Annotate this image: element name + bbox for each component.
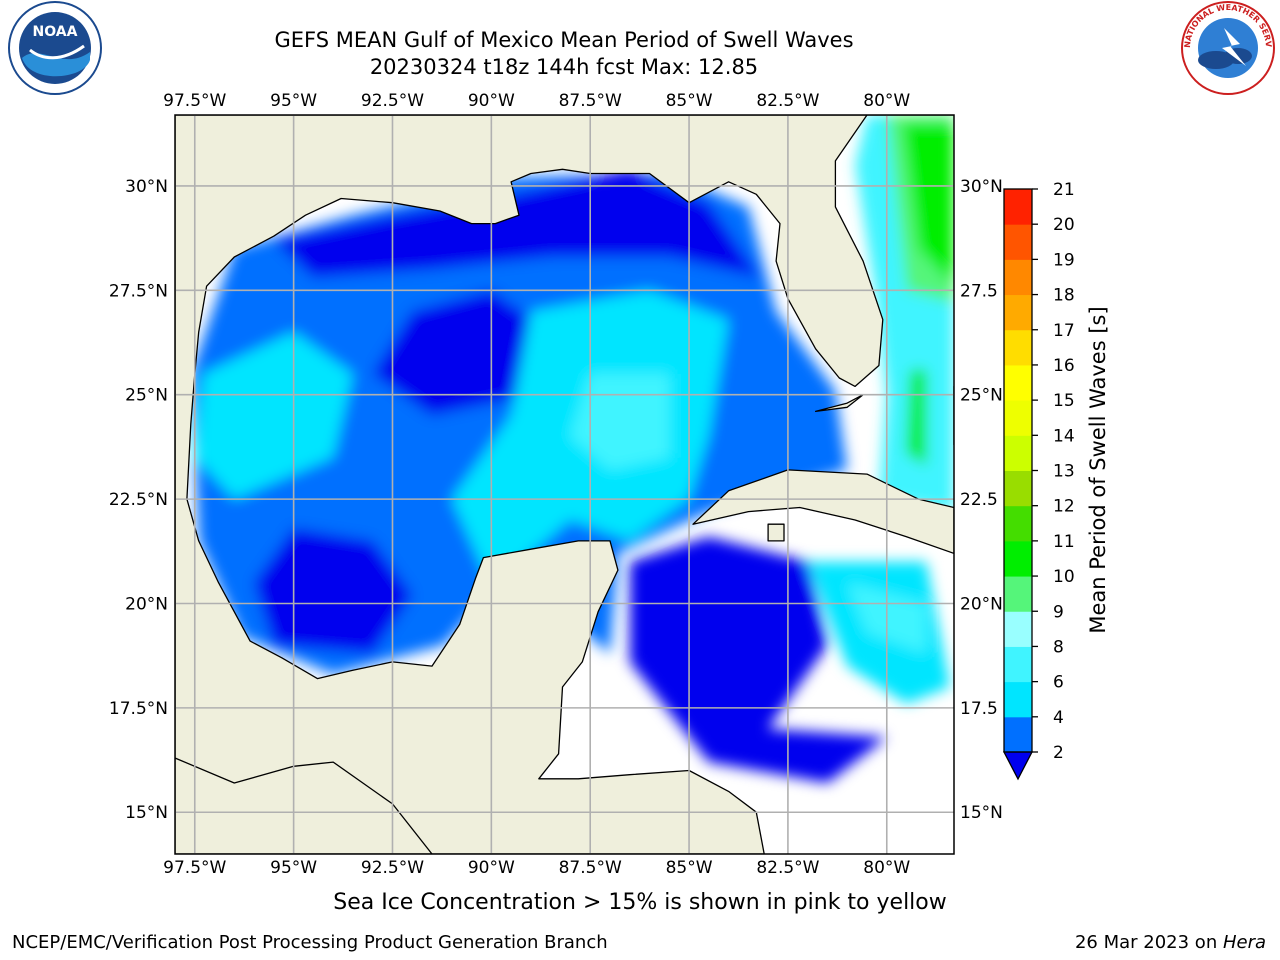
field-cyan-west	[194, 332, 353, 500]
colorbar-segment	[1004, 681, 1032, 718]
lon-label-bottom: 95°W	[270, 858, 317, 878]
colorbar-tick-label: 12	[1053, 497, 1075, 517]
colorbar-segment	[1004, 294, 1032, 331]
lat-label-right: 15°N	[960, 803, 1003, 823]
lat-labels-right: 30°N 27.5 25°N 22.5 20°N 17.5 15°N	[960, 177, 1003, 823]
lon-label-top: 87.5°W	[559, 91, 622, 111]
lat-label-right: 27.5	[960, 281, 998, 301]
field-lightcyan-center	[570, 373, 670, 470]
lon-label-top: 82.5°W	[756, 91, 819, 111]
lon-label-top: 95°W	[270, 91, 317, 111]
lon-label-bottom: 82.5°W	[756, 858, 819, 878]
colorbar-segment	[1004, 329, 1032, 366]
lat-label-right: 25°N	[960, 386, 1003, 406]
colorbar-tick-label: 15	[1053, 391, 1075, 411]
footer-right: 26 Mar 2023 on Hera	[1075, 932, 1266, 953]
page-title: GEFS MEAN Gulf of Mexico Mean Period of …	[274, 28, 854, 52]
field-dark-north	[273, 169, 761, 278]
land-isla-juventud	[767, 523, 785, 542]
colorbar-segment	[1004, 505, 1032, 542]
land-cuba	[692, 469, 954, 555]
lon-label-top: 90°W	[468, 91, 515, 111]
colorbar-segment	[1004, 259, 1032, 296]
colorbar-segment	[1004, 470, 1032, 507]
colorbar-tick-label: 18	[1053, 286, 1075, 306]
field-dark-caribbean	[629, 536, 887, 783]
colorbar-title: Mean Period of Swell Waves [s]	[1086, 306, 1110, 633]
lat-label-left: 30°N	[125, 177, 168, 197]
lat-label-right: 17.5	[960, 699, 998, 719]
lon-label-bottom: 92.5°W	[361, 858, 424, 878]
colorbar-tick-label: 6	[1053, 673, 1064, 693]
lon-label-bottom: 80°W	[863, 858, 910, 878]
lat-label-left: 20°N	[125, 594, 168, 614]
land-masses	[175, 115, 954, 854]
footer-machine: Hera	[1222, 932, 1266, 953]
colorbar-tick-label: 17	[1053, 321, 1075, 341]
lat-labels-left: 30°N 27.5°N 25°N 22.5°N 20°N 17.5°N 15°N	[109, 177, 168, 823]
footer-date: 26 Mar 2023 on	[1074, 932, 1223, 953]
colorbar-segment	[1004, 611, 1032, 647]
noaa-logo: NOAA	[8, 1, 102, 95]
colorbar-segment	[1004, 189, 1032, 225]
lat-label-right: 30°N	[960, 177, 1003, 197]
field-dark-center	[372, 290, 551, 416]
map-panel: 97.5°W 95°W 92.5°W 90°W 87.5°W 85°W 82.5°W 80°W…	[109, 91, 1003, 878]
lon-label-bottom: 90°W	[468, 858, 515, 878]
lat-label-left: 15°N	[125, 803, 168, 823]
lat-label-right: 22.5	[960, 490, 998, 510]
colorbar-segment	[1004, 400, 1032, 436]
lat-label-right: 20°N	[960, 594, 1003, 614]
lon-labels-bottom: 97.5°W 95°W 92.5°W 90°W 87.5°W 85°W 82.5°W 80°W	[163, 858, 910, 878]
lon-label-top: 97.5°W	[163, 91, 226, 111]
colorbar-tick-label: 21	[1053, 180, 1075, 200]
lon-label-top: 80°W	[863, 91, 910, 111]
page-subtitle: 20230324 t18z 144h fcst Max: 12.85	[369, 55, 759, 79]
svg-text:NOAA: NOAA	[33, 24, 78, 40]
land-us-mexico-north	[175, 115, 954, 854]
lon-label-top: 92.5°W	[361, 91, 424, 111]
colorbar-tick-label: 4	[1053, 708, 1064, 728]
lat-label-left: 25°N	[125, 386, 168, 406]
colorbar-segment	[1004, 364, 1032, 401]
lon-label-bottom: 85°W	[666, 858, 713, 878]
sea-ice-note-text: Sea Ice Concentration > 15% is shown in …	[333, 890, 947, 915]
graticule	[175, 115, 954, 854]
colorbar-segment	[1004, 716, 1032, 753]
colorbar-tick-label: 10	[1053, 567, 1075, 587]
colorbar-segment	[1004, 224, 1032, 260]
field-bahamas-green	[906, 369, 927, 466]
colorbar-under-arrow	[1002, 751, 1034, 781]
lat-label-left: 22.5°N	[109, 490, 168, 510]
colorbar-tick-label: 14	[1053, 426, 1075, 446]
colorbar-tick-label: 16	[1053, 356, 1075, 376]
colorbar-tick-label: 19	[1053, 250, 1075, 270]
colorbar-segment	[1004, 435, 1032, 471]
colorbar: 2 4 6 8 9 10 11 12 13 14 15 16 17 18 19 20 21	[1002, 180, 1075, 781]
lon-label-bottom: 87.5°W	[559, 858, 622, 878]
colorbar-tick-label: 13	[1053, 462, 1075, 482]
lon-label-bottom: 97.5°W	[163, 858, 226, 878]
lon-label-top: 85°W	[666, 91, 713, 111]
sea-ice-note: Sea Ice Concentration > 15% is shown in …	[0, 890, 1280, 915]
colorbar-tick-label: 20	[1053, 215, 1075, 235]
map-frame	[174, 114, 955, 855]
colorbar-tick-label: 2	[1053, 743, 1064, 763]
lat-label-left: 17.5°N	[109, 699, 168, 719]
lat-label-left: 27.5°N	[109, 281, 168, 301]
colorbar-tick-label: 8	[1053, 637, 1064, 657]
colorbar-segment	[1004, 576, 1032, 612]
footer-left: NCEP/EMC/Verification Post Processing Pr…	[12, 932, 608, 953]
colorbar-tick-label: 11	[1053, 532, 1075, 552]
field-atlantic-green	[902, 123, 954, 287]
colorbar-tick-label: 9	[1053, 602, 1064, 622]
lon-labels-top: 97.5°W 95°W 92.5°W 90°W 87.5°W 85°W 82.5°W 80°W	[163, 91, 910, 111]
colorbar-segment	[1004, 540, 1032, 577]
colorbar-segment	[1004, 646, 1032, 683]
